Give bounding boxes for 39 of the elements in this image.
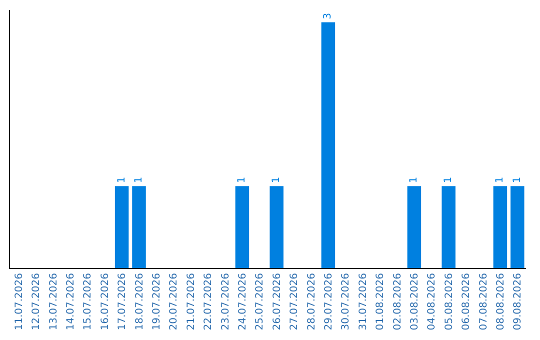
data-label: 1 [494,176,506,184]
data-label: 1 [134,176,144,184]
x-tick-label: 27.07.2026 [289,273,300,330]
x-tick-label: 15.07.2026 [82,273,94,330]
data-label: 1 [236,176,248,184]
data-label: 1 [116,176,128,184]
data-label: 1 [408,176,420,184]
x-tick-label: 07.08.2026 [478,273,490,330]
x-tick-label: 20.07.2026 [168,273,180,330]
data-label: 1 [271,176,282,184]
x-tick-label: 23.07.2026 [220,273,232,330]
x-tick-label: 31.07.2026 [358,273,369,330]
x-tick-label: 06.08.2026 [461,273,472,330]
x-tick-label: 19.07.2026 [151,273,162,330]
x-tick-label: 09.08.2026 [512,273,524,330]
x-tick-label: 17.07.2026 [117,273,128,330]
x-tick-label: 18.07.2026 [134,273,146,330]
data-label: 3 [322,12,334,20]
x-tick-label: 05.08.2026 [444,273,455,330]
x-tick-label: 25.07.2026 [254,273,266,330]
x-tick-label: 16.07.2026 [100,273,111,330]
x-tick-label: 26.07.2026 [272,273,283,330]
x-tick-label: 21.07.2026 [186,273,197,330]
data-label: 1 [443,176,454,184]
x-tick-label: 22.07.2026 [203,273,214,330]
x-tick-label: 30.07.2026 [340,273,352,330]
x-tick-label: 04.08.2026 [426,273,438,330]
x-tick-label: 12.07.2026 [31,273,42,330]
x-tick-label: 14.07.2026 [65,273,76,330]
x-tick-label: 02.08.2026 [392,273,404,330]
x-tick-label: 01.08.2026 [375,273,386,330]
x-tick-label: 08.08.2026 [495,273,506,330]
x-tick-label: 13.07.2026 [48,273,60,330]
data-label: 1 [512,176,523,184]
x-tick-label: 03.08.2026 [409,273,420,330]
x-tick-label: 11.07.2026 [14,273,25,330]
x-tick-label: 28.07.2026 [306,273,318,330]
x-tick-label: 24.07.2026 [237,273,248,330]
x-tick-label: 29.07.2026 [323,273,334,330]
